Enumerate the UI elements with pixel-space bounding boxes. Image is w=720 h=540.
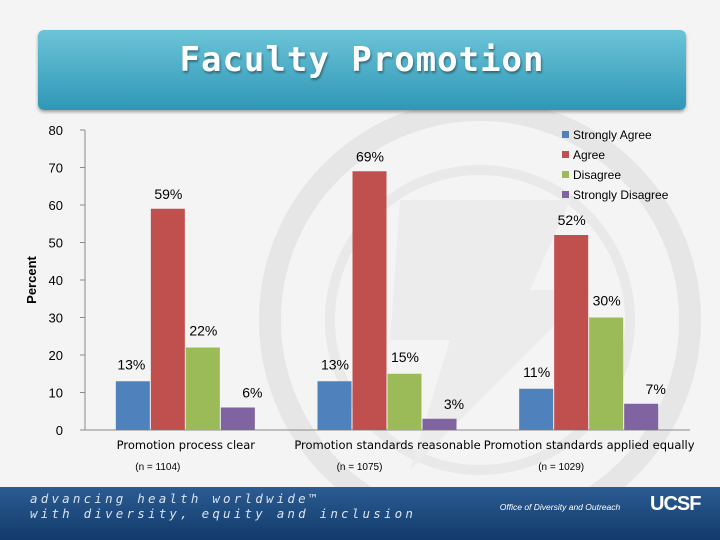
category-label: Promotion process clear xyxy=(117,438,256,452)
bar-agree-1 xyxy=(150,208,185,430)
legend-swatch xyxy=(562,191,569,198)
bar-strongly-disagree-3 xyxy=(624,403,659,430)
y-axis-title: Percent xyxy=(24,255,39,303)
data-label: 22% xyxy=(189,323,217,339)
category-sample-size: (n = 1075) xyxy=(337,462,383,473)
title-banner xyxy=(38,30,686,110)
data-label: 13% xyxy=(117,356,145,372)
bar-agree-3 xyxy=(554,235,589,430)
y-tick-label: 80 xyxy=(49,123,63,138)
data-label: 30% xyxy=(593,293,621,309)
category-label: Promotion standards reasonable xyxy=(294,438,480,452)
footer-band xyxy=(0,487,720,540)
data-label: 59% xyxy=(154,186,182,202)
tagline-line-1: advancing health worldwide™ xyxy=(30,491,320,506)
y-tick-label: 40 xyxy=(49,273,63,288)
tagline-line-2: with diversity, equity and inclusion xyxy=(30,506,417,521)
y-tick-label: 60 xyxy=(49,198,63,213)
y-tick-label: 0 xyxy=(56,423,63,438)
bar-disagree-1 xyxy=(185,347,220,430)
data-label: 6% xyxy=(242,385,262,401)
data-label: 3% xyxy=(444,396,464,412)
category-sample-size: (n = 1029) xyxy=(538,462,584,473)
ucsf-seal-watermark xyxy=(259,99,701,530)
data-label: 7% xyxy=(646,381,666,397)
data-label: 13% xyxy=(321,356,349,372)
bar-disagree-2 xyxy=(387,373,422,430)
ucsf-logo: UCSF xyxy=(650,493,701,515)
bar-strongly-disagree-2 xyxy=(422,418,457,430)
category-label: Promotion standards applied equally xyxy=(484,438,695,452)
bar-disagree-3 xyxy=(589,317,624,430)
y-tick-label: 30 xyxy=(49,311,63,326)
legend-swatch xyxy=(562,131,569,138)
data-label: 69% xyxy=(356,148,384,164)
office-name: Office of Diversity and Outreach xyxy=(499,502,621,512)
data-label: 52% xyxy=(558,212,586,228)
category-sample-size: (n = 1104) xyxy=(135,462,180,473)
bar-agree-2 xyxy=(352,171,387,430)
legend-item: Disagree xyxy=(573,168,621,182)
data-label: 11% xyxy=(523,364,550,380)
y-tick-label: 70 xyxy=(49,161,63,176)
bar-strongly-disagree-1 xyxy=(220,407,255,430)
legend-item: Strongly Agree xyxy=(573,128,652,142)
slide-title: Faculty Promotion xyxy=(179,40,545,80)
bar-strongly-agree-3 xyxy=(519,388,554,430)
y-tick-label: 50 xyxy=(49,236,63,251)
legend-item: Strongly Disagree xyxy=(573,188,669,202)
legend-swatch xyxy=(562,171,569,178)
bar-strongly-agree-1 xyxy=(115,381,150,430)
bar-strongly-agree-2 xyxy=(317,381,352,430)
legend-swatch xyxy=(562,151,569,158)
data-label: 15% xyxy=(391,349,419,365)
y-tick-label: 10 xyxy=(49,386,63,401)
y-tick-label: 20 xyxy=(49,348,63,363)
legend-item: Agree xyxy=(573,148,605,162)
